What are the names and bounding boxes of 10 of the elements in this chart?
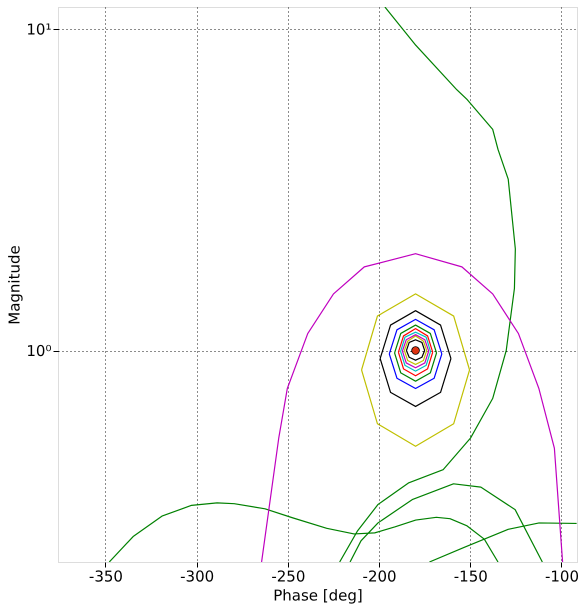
x-tick-label: -200 — [362, 568, 397, 586]
y-axis-title: Magnitude — [5, 245, 24, 325]
x-tick-label: -100 — [544, 568, 580, 586]
y-tick-label: 10⁰ — [26, 342, 52, 360]
x-axis-title: Phase [deg] — [273, 586, 363, 604]
x-tick-label: -150 — [454, 568, 488, 586]
x-tick-label: -300 — [180, 568, 214, 586]
x-tick-label: -250 — [271, 568, 306, 586]
y-tick-label: 10¹ — [26, 20, 52, 38]
x-tick-label: -350 — [88, 568, 123, 586]
